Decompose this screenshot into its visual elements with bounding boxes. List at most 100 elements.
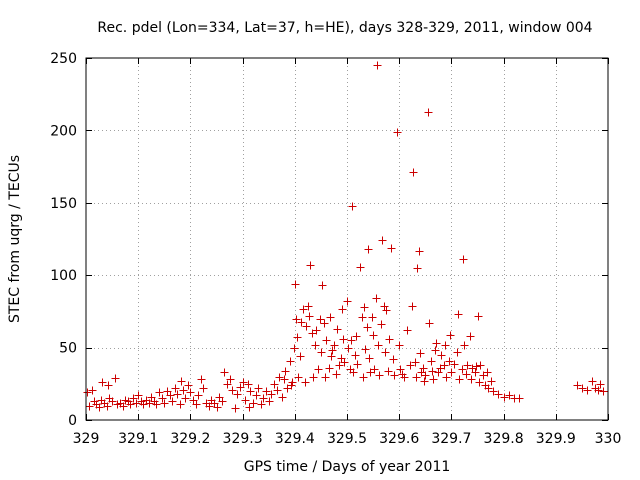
data-point	[351, 351, 360, 360]
data-point	[236, 383, 245, 392]
data-point	[129, 394, 138, 403]
data-point	[245, 403, 254, 412]
data-point	[348, 202, 357, 211]
data-point	[437, 351, 446, 360]
data-point	[322, 336, 331, 345]
data-point	[280, 375, 289, 384]
data-point	[487, 377, 496, 386]
data-point	[415, 247, 424, 256]
data-point	[340, 358, 349, 367]
data-points	[83, 61, 608, 413]
data-point	[344, 344, 353, 353]
data-point	[467, 375, 476, 384]
data-point	[455, 375, 464, 384]
data-point	[412, 373, 421, 382]
data-point	[252, 391, 261, 400]
data-point	[241, 396, 250, 405]
data-point	[262, 387, 271, 396]
data-point	[441, 341, 450, 350]
data-point	[387, 244, 396, 253]
data-point	[220, 368, 229, 377]
x-tick-label: 330	[595, 431, 622, 447]
data-point	[265, 397, 274, 406]
data-point	[95, 403, 104, 412]
y-tick-label: 150	[50, 196, 77, 212]
data-point	[381, 348, 390, 357]
x-tick-label: 329.5	[327, 431, 367, 447]
data-point	[213, 403, 222, 412]
data-point	[259, 394, 268, 403]
data-point	[291, 280, 300, 289]
data-point	[239, 378, 248, 387]
data-point	[111, 374, 120, 383]
data-point	[463, 361, 472, 370]
data-point	[594, 386, 603, 395]
data-point	[588, 377, 597, 386]
data-point	[299, 305, 308, 314]
data-point	[88, 386, 97, 395]
data-point	[126, 400, 135, 409]
data-point	[293, 333, 302, 342]
data-point	[320, 319, 329, 328]
data-point	[152, 400, 161, 409]
data-point	[294, 373, 303, 382]
x-tick-label: 329.4	[275, 431, 315, 447]
data-point	[454, 310, 463, 319]
data-point	[460, 341, 469, 350]
data-point	[108, 397, 117, 406]
data-point	[335, 361, 344, 370]
data-point	[328, 346, 337, 355]
data-point	[296, 352, 305, 361]
data-point	[168, 397, 177, 406]
data-point	[434, 368, 443, 377]
data-point	[424, 108, 433, 117]
data-point	[104, 381, 113, 390]
data-point	[484, 384, 493, 393]
data-point	[370, 365, 379, 374]
data-point	[458, 365, 467, 374]
data-point	[301, 378, 310, 387]
data-point	[432, 339, 441, 348]
data-point	[321, 373, 330, 382]
y-axis-label: STEC from uqrg / TECUs	[7, 155, 23, 323]
data-point	[359, 373, 368, 382]
data-point	[257, 400, 266, 409]
data-point	[192, 400, 201, 409]
x-tick-label: 329.8	[484, 431, 524, 447]
data-point	[305, 312, 314, 321]
data-point	[317, 348, 326, 357]
data-point	[158, 394, 167, 403]
data-point	[393, 128, 402, 137]
data-point	[368, 313, 377, 322]
data-point	[471, 368, 480, 377]
data-point	[199, 384, 208, 393]
data-point	[372, 294, 381, 303]
data-point	[466, 332, 475, 341]
data-point	[396, 365, 405, 374]
y-tick-label: 50	[59, 341, 77, 357]
data-point	[515, 394, 524, 403]
data-point	[373, 61, 382, 70]
data-point	[318, 281, 327, 290]
data-point	[171, 384, 180, 393]
data-point	[385, 335, 394, 344]
data-point	[314, 365, 323, 374]
data-point	[134, 391, 143, 400]
data-point	[330, 341, 339, 350]
data-point	[297, 318, 306, 327]
data-point	[369, 331, 378, 340]
data-point	[431, 346, 440, 355]
data-point	[186, 388, 195, 397]
data-point	[349, 368, 358, 377]
data-point	[304, 302, 313, 311]
data-point	[445, 357, 454, 366]
data-point	[505, 391, 514, 400]
data-point	[475, 378, 484, 387]
grid	[86, 58, 608, 420]
data-point	[275, 373, 284, 382]
data-point	[378, 236, 387, 245]
data-point	[194, 391, 203, 400]
data-point	[494, 390, 503, 399]
data-point	[358, 313, 367, 322]
data-point	[450, 360, 459, 369]
